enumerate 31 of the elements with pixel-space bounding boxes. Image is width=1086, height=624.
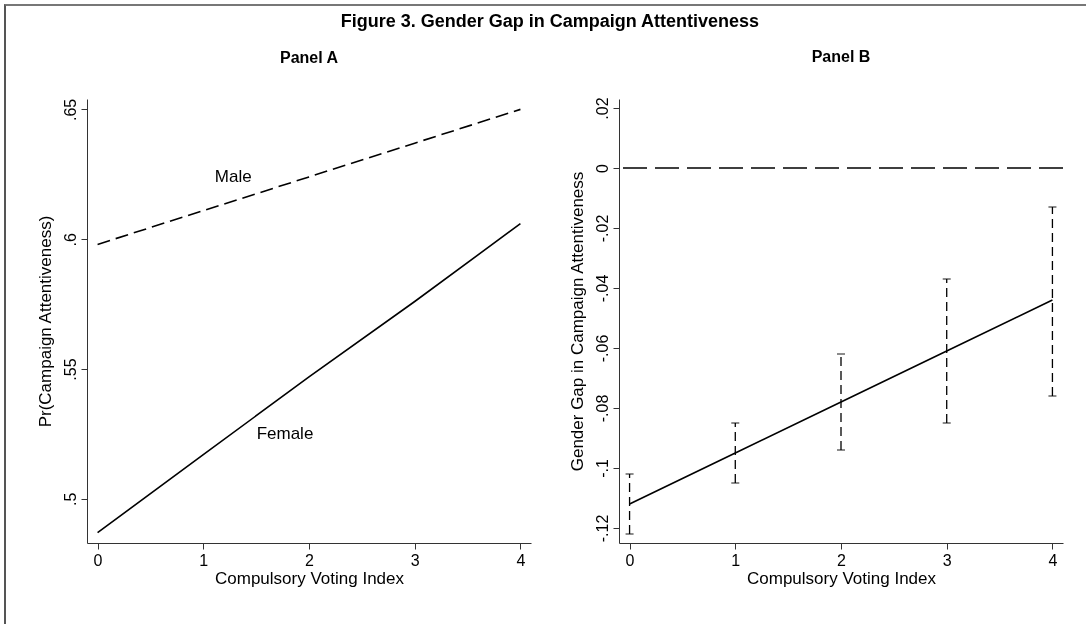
y-axis-title: Gender Gap in Campaign Attentiveness <box>567 171 587 472</box>
chart-subtitle: Panel B <box>811 47 871 65</box>
x-tick-label: 2 <box>305 551 315 569</box>
x-tick-label: 3 <box>942 551 952 569</box>
x-axis-title: Compulsory Voting Index <box>747 568 937 588</box>
y-axis-title: Pr(Campaign Attentiveness) <box>35 215 55 428</box>
y-tick-label: .6 <box>61 232 79 247</box>
y-tick-label: -.1 <box>593 459 611 478</box>
x-tick-label: 0 <box>93 551 103 569</box>
x-tick-label: 2 <box>837 551 847 569</box>
y-tick-label: .02 <box>593 97 611 120</box>
chart-title: Figure 3. Gender Gap in Campaign Attentiveness <box>340 10 760 31</box>
y-tick-label: .65 <box>61 98 79 122</box>
x-tick-label: 4 <box>1048 551 1058 569</box>
series-label: Female <box>256 423 314 443</box>
y-tick-label: .55 <box>61 358 79 381</box>
y-tick-label: -.04 <box>593 274 611 303</box>
y-tick-label: -.06 <box>593 334 611 363</box>
x-tick-label: 1 <box>731 551 741 569</box>
x-tick-label: 3 <box>410 551 420 569</box>
chart-subtitle: Panel A <box>279 49 339 67</box>
y-tick-label: -.02 <box>593 214 611 243</box>
x-tick-label: 1 <box>199 551 209 569</box>
y-tick-label: -.08 <box>593 394 611 423</box>
y-tick-label: .5 <box>61 492 79 507</box>
series-label: Male <box>214 166 252 186</box>
y-tick-label: -.12 <box>593 514 611 543</box>
x-axis-title: Compulsory Voting Index <box>215 568 405 588</box>
x-tick-label: 0 <box>625 551 635 569</box>
y-tick-label: 0 <box>593 163 611 173</box>
x-tick-label: 4 <box>516 551 526 569</box>
